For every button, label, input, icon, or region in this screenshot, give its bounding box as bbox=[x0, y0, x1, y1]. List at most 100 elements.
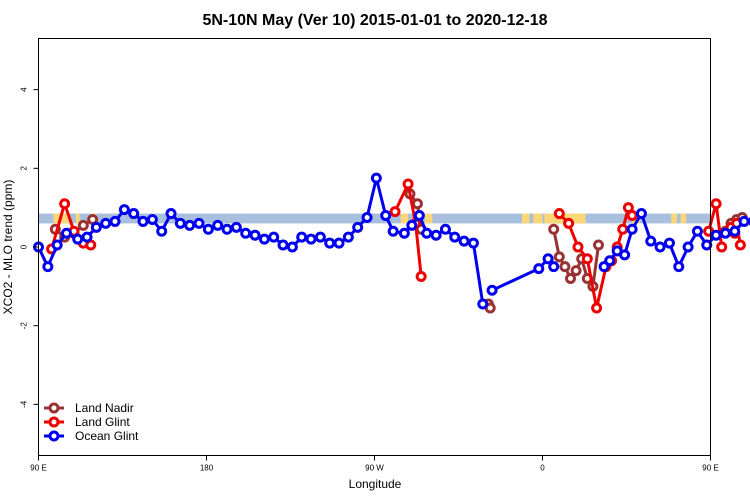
data-point-ocean-glint bbox=[398, 227, 410, 239]
legend: Land Nadir Land Glint Ocean Glint bbox=[44, 401, 139, 443]
data-point-land-glint bbox=[626, 210, 638, 222]
data-point-ocean-glint bbox=[413, 210, 425, 222]
data-point-land-glint bbox=[617, 223, 629, 235]
data-point-ocean-glint bbox=[81, 231, 93, 243]
y-tick-label: 4 bbox=[20, 87, 29, 92]
data-point-ocean-glint bbox=[449, 231, 461, 243]
data-point-land-glint bbox=[572, 241, 584, 253]
data-point-ocean-glint bbox=[626, 223, 638, 235]
data-point-land-nadir bbox=[570, 265, 582, 277]
data-point-land-glint bbox=[415, 271, 427, 283]
data-point-ocean-glint bbox=[663, 237, 675, 249]
legend-marker-land-glint bbox=[48, 416, 60, 428]
data-point-ocean-glint bbox=[109, 215, 121, 227]
data-point-ocean-glint bbox=[673, 261, 685, 273]
data-point-ocean-glint bbox=[156, 225, 168, 237]
plot-frame bbox=[38, 38, 711, 456]
data-point-ocean-glint bbox=[477, 298, 489, 310]
data-point-ocean-glint bbox=[710, 229, 722, 241]
data-point-land-nadir bbox=[553, 251, 565, 263]
data-point-ocean-glint bbox=[439, 223, 451, 235]
data-point-ocean-glint bbox=[387, 225, 399, 237]
data-point-ocean-glint bbox=[42, 261, 54, 273]
data-point-ocean-glint bbox=[221, 223, 233, 235]
y-tick-label: 2 bbox=[20, 166, 29, 171]
data-point-land-glint bbox=[389, 206, 401, 218]
data-point-ocean-glint bbox=[258, 233, 270, 245]
data-point-ocean-glint bbox=[72, 233, 84, 245]
data-point-ocean-glint bbox=[691, 225, 703, 237]
data-point-ocean-glint bbox=[682, 241, 694, 253]
data-point-ocean-glint bbox=[184, 219, 196, 231]
data-point-ocean-glint bbox=[61, 227, 72, 239]
x-tick-label: 90 E bbox=[30, 464, 46, 473]
land-band bbox=[533, 213, 543, 224]
data-point-ocean-glint bbox=[230, 221, 242, 233]
data-point-ocean-glint bbox=[719, 227, 731, 239]
x-tick-label: 0 bbox=[540, 464, 545, 473]
data-point-land-glint bbox=[563, 217, 575, 229]
data-point-land-glint bbox=[716, 241, 728, 253]
data-point-land-glint bbox=[591, 302, 603, 314]
data-point-land-nadir bbox=[548, 223, 560, 235]
legend-marker-ocean-glint bbox=[48, 430, 60, 442]
data-point-ocean-glint bbox=[738, 215, 750, 227]
data-point-ocean-glint bbox=[314, 231, 326, 243]
legend-item-ocean-glint: Ocean Glint bbox=[44, 429, 139, 443]
legend-label-ocean-glint: Ocean Glint bbox=[75, 429, 139, 443]
land-band bbox=[671, 213, 677, 224]
data-point-ocean-glint bbox=[277, 239, 289, 251]
data-point-ocean-glint bbox=[202, 223, 214, 235]
data-point-ocean-glint bbox=[342, 231, 354, 243]
y-tick-label: -2 bbox=[20, 322, 29, 330]
land-band bbox=[400, 213, 409, 224]
data-point-ocean-glint bbox=[370, 172, 382, 184]
data-point-ocean-glint bbox=[193, 217, 205, 229]
land-band bbox=[424, 213, 433, 224]
legend-label-land-glint: Land Glint bbox=[75, 415, 130, 429]
legend-marker-land-nadir bbox=[48, 402, 60, 414]
chart-title: 5N-10N May (Ver 10) 2015-01-01 to 2020-1… bbox=[202, 12, 547, 29]
data-point-land-nadir bbox=[593, 239, 604, 251]
data-point-ocean-glint bbox=[90, 221, 102, 233]
data-point-ocean-glint bbox=[645, 235, 657, 247]
data-point-ocean-glint bbox=[137, 215, 149, 227]
x-tick-label: 90 E bbox=[702, 464, 718, 473]
data-point-ocean-glint bbox=[458, 235, 470, 247]
data-point-land-glint bbox=[402, 178, 414, 190]
data-point-ocean-glint bbox=[146, 213, 158, 225]
data-point-ocean-glint bbox=[430, 229, 442, 241]
x-tick-label: 90 W bbox=[365, 464, 384, 473]
data-point-ocean-glint bbox=[533, 263, 545, 275]
data-point-land-nadir bbox=[411, 198, 423, 210]
x-tick-label: 180 bbox=[200, 464, 214, 473]
data-point-ocean-glint bbox=[406, 219, 418, 231]
data-point-ocean-glint bbox=[249, 229, 261, 241]
y-tick-label: -4 bbox=[20, 400, 29, 408]
legend-label-land-nadir: Land Nadir bbox=[75, 401, 134, 415]
data-point-ocean-glint bbox=[296, 231, 308, 243]
data-point-ocean-glint bbox=[654, 241, 666, 253]
data-point-land-glint bbox=[710, 198, 722, 210]
ocean-band bbox=[38, 213, 711, 224]
land-band bbox=[75, 213, 80, 224]
legend-item-land-nadir: Land Nadir bbox=[44, 401, 134, 415]
data-point-ocean-glint bbox=[421, 227, 433, 239]
data-point-ocean-glint bbox=[174, 217, 186, 229]
data-point-ocean-glint bbox=[240, 227, 252, 239]
data-point-ocean-glint bbox=[701, 239, 713, 251]
axes: 90 E 180 90 W 0 90 E -4 -2 0 2 4 bbox=[20, 87, 719, 473]
data-point-ocean-glint bbox=[380, 210, 392, 222]
data-point-land-glint bbox=[553, 208, 565, 220]
data-point-land-glint bbox=[59, 198, 71, 210]
y-tick-label: 0 bbox=[20, 244, 29, 249]
data-point-ocean-glint bbox=[212, 219, 224, 231]
data-point-ocean-glint bbox=[467, 237, 479, 249]
data-point-ocean-glint bbox=[333, 237, 345, 249]
data-point-ocean-glint bbox=[305, 233, 317, 245]
x-axis-label: Longitude bbox=[349, 477, 402, 491]
data-point-land-glint bbox=[581, 253, 593, 265]
data-point-ocean-glint bbox=[604, 255, 616, 267]
data-point-ocean-glint bbox=[165, 208, 177, 220]
